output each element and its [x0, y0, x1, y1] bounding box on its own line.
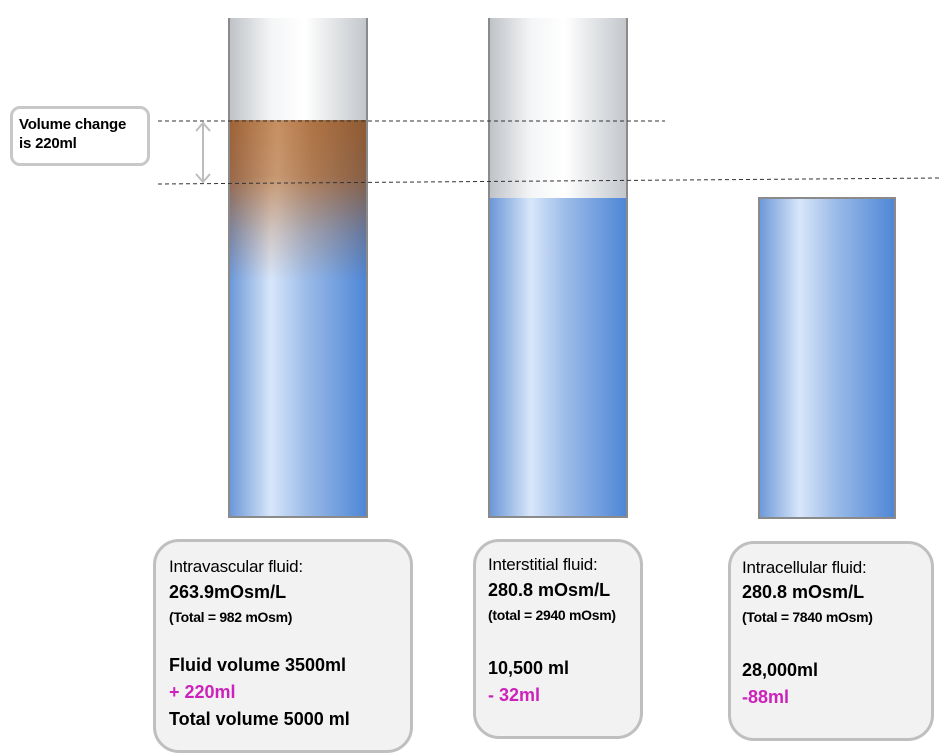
intravascular-total-osm: (Total = 982 mOsm)	[169, 609, 293, 625]
intracellular-title: Intracellular fluid:	[742, 558, 867, 577]
intracellular-total-osm: (Total = 7840 mOsm)	[742, 609, 873, 625]
interstitial-volume: 10,500 ml	[488, 658, 570, 678]
interstitial-osmolality: 280.8 mOsm/L	[488, 580, 611, 600]
volume-change-callout: Volume change is 220ml	[10, 106, 150, 166]
interstitial-title: Interstitial fluid:	[488, 555, 598, 574]
intravascular-fluid-volume: Fluid volume 3500ml	[169, 655, 347, 675]
intravascular-osmolality: 263.9mOsm/L	[169, 582, 287, 602]
interstitial-tube	[488, 18, 628, 518]
callout-line2: is 220ml	[19, 135, 77, 152]
intravascular-tube	[228, 18, 368, 518]
lower-level-line	[157, 177, 941, 185]
volume-change-arrow	[195, 121, 211, 184]
intracellular-osmolality: 280.8 mOsm/L	[742, 582, 865, 602]
callout-line1: Volume change	[19, 116, 127, 133]
interstitial-total-osm: (total = 2940 mOsm)	[488, 607, 616, 623]
intravascular-title: Intravascular fluid:	[169, 557, 303, 576]
intracellular-info-box: Intracellular fluid: 280.8 mOsm/L (Total…	[728, 541, 934, 741]
intracellular-volume: 28,000ml	[742, 660, 819, 680]
interstitial-info-box: Interstitial fluid: 280.8 mOsm/L (total …	[473, 539, 643, 739]
added-fluid-band	[230, 120, 366, 280]
intravascular-info-box: Intravascular fluid: 263.9mOsm/L (Total …	[153, 539, 413, 753]
intracellular-volume-change: -88ml	[742, 687, 790, 707]
intracellular-tube	[758, 197, 896, 519]
intravascular-total-volume: Total volume 5000 ml	[169, 709, 350, 729]
interstitial-volume-change: - 32ml	[488, 685, 541, 705]
intravascular-volume-change: + 220ml	[169, 682, 236, 702]
